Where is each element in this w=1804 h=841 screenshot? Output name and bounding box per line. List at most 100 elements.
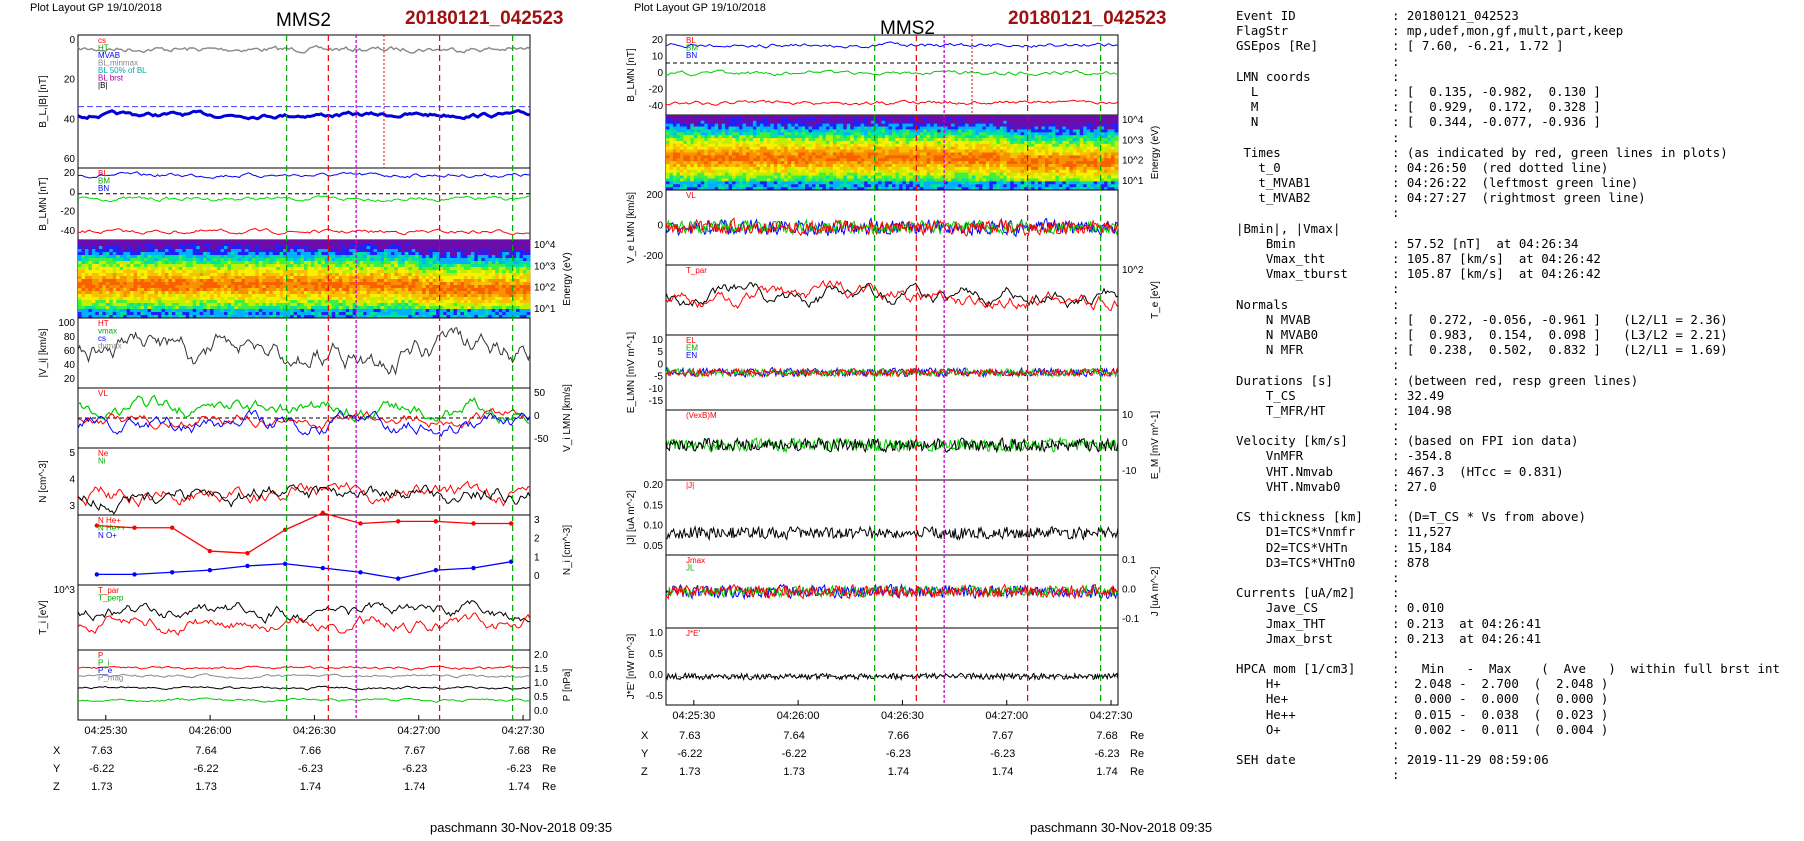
spectrogram-cell bbox=[453, 270, 458, 274]
spectrogram-cell bbox=[224, 273, 228, 277]
spectrogram-cell bbox=[404, 312, 409, 316]
spectrogram-cell bbox=[380, 306, 385, 310]
spectrogram-cell bbox=[168, 300, 173, 304]
spectrogram-cell bbox=[415, 315, 420, 319]
spectrogram-cell bbox=[784, 178, 789, 182]
spectrogram-cell bbox=[481, 294, 486, 298]
spectrogram-cell bbox=[310, 312, 315, 316]
spectrogram-cell bbox=[683, 143, 688, 148]
spectrogram-cell bbox=[801, 181, 806, 185]
spectrogram-cell bbox=[272, 312, 277, 316]
spectrogram-cell bbox=[133, 240, 138, 244]
spectrogram-cell bbox=[363, 270, 367, 274]
spectrogram-cell bbox=[432, 252, 437, 256]
spectrogram-cell bbox=[436, 249, 440, 253]
spectrogram-cell bbox=[693, 123, 698, 127]
spectrogram-cell bbox=[415, 309, 420, 313]
spectrogram-cell bbox=[477, 309, 482, 313]
spectrogram-cell bbox=[370, 297, 374, 301]
spectrogram-cell bbox=[798, 143, 802, 148]
spectrogram-cell bbox=[189, 255, 194, 259]
spectrogram-cell bbox=[495, 291, 500, 295]
spectrogram-cell bbox=[498, 258, 503, 262]
spectrogram-cell bbox=[189, 288, 194, 292]
spectrogram-cell bbox=[81, 270, 86, 274]
spectrogram-cell bbox=[484, 282, 489, 286]
spectrogram-cell bbox=[752, 123, 757, 127]
spectrogram-cell bbox=[822, 187, 827, 191]
spectrogram-cell bbox=[669, 146, 674, 151]
spectrogram-cell bbox=[171, 261, 176, 265]
spectrogram-cell bbox=[718, 126, 723, 130]
spectrogram-cell bbox=[241, 300, 246, 304]
spectrogram-cell bbox=[78, 240, 82, 244]
y-tick-label: 1.5 bbox=[534, 664, 548, 675]
spectrogram-cell bbox=[853, 146, 858, 151]
spectrogram-cell bbox=[432, 288, 437, 292]
spectrogram-cell bbox=[474, 306, 479, 310]
spectrogram-cell bbox=[237, 300, 242, 304]
spectrogram-cell bbox=[363, 258, 367, 262]
spectrogram-cell bbox=[502, 297, 507, 301]
spectrogram-cell bbox=[220, 255, 225, 259]
y-tick-label: 0.5 bbox=[534, 692, 548, 703]
spectrogram-cell bbox=[220, 294, 225, 298]
spectrogram-cell bbox=[704, 135, 709, 139]
spectrogram-cell bbox=[248, 261, 253, 265]
spectrogram-cell bbox=[109, 255, 114, 259]
spectrogram-cell bbox=[397, 309, 402, 313]
spectrogram-cell bbox=[290, 246, 294, 250]
spectrogram-cell bbox=[429, 273, 434, 277]
spectrogram-cell bbox=[307, 270, 312, 274]
spectrogram-cell bbox=[450, 246, 454, 250]
spectrogram-cell bbox=[88, 273, 93, 277]
spectrogram-cell bbox=[248, 255, 253, 259]
spectrogram-cell bbox=[220, 309, 225, 313]
spectrogram-cell bbox=[196, 240, 201, 244]
spectrogram-cell bbox=[825, 149, 830, 153]
spectrogram-cell bbox=[335, 306, 340, 310]
spectrogram-cell bbox=[425, 291, 430, 295]
spectrogram-cell bbox=[338, 243, 343, 247]
spectrogram-cell bbox=[144, 264, 148, 268]
spectrogram-cell bbox=[770, 123, 775, 127]
spectrogram-cell bbox=[123, 240, 128, 244]
spectrogram-cell bbox=[683, 172, 688, 176]
spectrogram-cell bbox=[439, 291, 444, 295]
spectrogram-cell bbox=[429, 243, 434, 247]
spectrogram-cell bbox=[704, 178, 709, 182]
spectrogram-cell bbox=[161, 273, 166, 277]
spectrogram-cell bbox=[829, 172, 834, 176]
spectrogram-cell bbox=[766, 155, 771, 159]
spectrogram-cell bbox=[178, 282, 183, 286]
spectrogram-cell bbox=[154, 306, 159, 310]
spectrogram-cell bbox=[523, 291, 527, 295]
spectrogram-cell bbox=[495, 279, 500, 283]
spectrogram-cell bbox=[98, 303, 103, 307]
spectrogram-cell bbox=[265, 285, 270, 289]
spectrogram-cell bbox=[307, 291, 312, 295]
spectrogram-cell bbox=[338, 279, 343, 283]
spectrogram-cell bbox=[137, 264, 141, 268]
spectrogram-cell bbox=[519, 285, 524, 289]
spectrogram-cell bbox=[164, 291, 169, 295]
spectrogram-cell bbox=[679, 175, 684, 179]
spectrogram-cell bbox=[300, 240, 305, 244]
spectrogram-cell bbox=[780, 187, 785, 191]
spectrogram-cell bbox=[317, 282, 322, 286]
spectrogram-cell bbox=[244, 291, 249, 295]
spectrogram-cell bbox=[102, 243, 107, 247]
spectrogram-cell bbox=[408, 297, 413, 301]
spectrogram-cell bbox=[843, 126, 848, 130]
spectrogram-cell bbox=[502, 240, 507, 244]
spectrogram-cell bbox=[836, 158, 841, 162]
spectrogram-cell bbox=[324, 309, 329, 313]
spectrogram-cell bbox=[112, 246, 117, 250]
spectrogram-cell bbox=[711, 123, 716, 127]
spectrogram-cell bbox=[317, 309, 322, 313]
spectrogram-cell bbox=[230, 270, 235, 274]
spectrogram-cell bbox=[373, 252, 378, 256]
spectrogram-cell bbox=[196, 306, 201, 310]
spectrogram-cell bbox=[78, 291, 82, 295]
